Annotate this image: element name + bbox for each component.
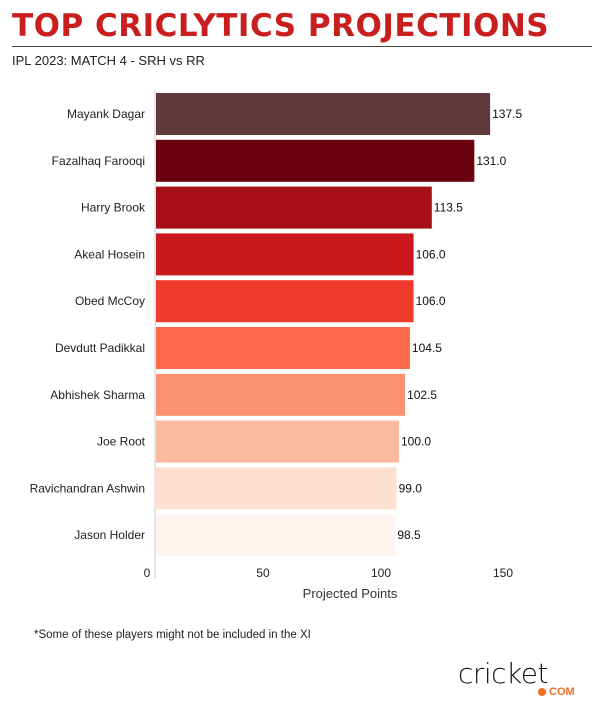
- bar: [156, 373, 406, 416]
- category-label: Akeal Hosein: [74, 247, 145, 261]
- bar: [156, 186, 432, 229]
- bar: [156, 327, 410, 369]
- value-label: 106.0: [416, 294, 446, 308]
- bar: [156, 467, 397, 510]
- category-label: Jason Holder: [74, 528, 145, 542]
- bar: [156, 93, 491, 135]
- bar: [156, 420, 399, 463]
- bar-chart: Mayank Dagar 137.5 Fazalhaq Farooqi 131.0 Ha…: [30, 90, 522, 601]
- value-label: 98.5: [397, 528, 421, 542]
- x-tick-label: 50: [256, 566, 270, 580]
- category-label: Harry Brook: [81, 201, 146, 215]
- value-label: 100.0: [401, 435, 431, 449]
- x-tick-label: 150: [493, 566, 513, 580]
- bar: [156, 514, 396, 557]
- x-tick-label: 0: [144, 566, 151, 580]
- category-label: Abhishek Sharma: [50, 388, 145, 402]
- logo-word: cricket: [458, 657, 549, 690]
- category-label: Fazalhaq Farooqi: [52, 154, 145, 168]
- bar: [156, 233, 414, 276]
- x-tick-label: 100: [371, 566, 391, 580]
- page-title: TOP CRICLYTICS PROJECTIONS: [12, 8, 550, 44]
- category-label: Obed McCoy: [75, 294, 145, 308]
- title-divider: [12, 46, 592, 47]
- category-label: Joe Root: [97, 435, 146, 449]
- value-label: 99.0: [399, 481, 423, 495]
- category-label: Ravichandran Ashwin: [30, 481, 145, 495]
- category-label: Mayank Dagar: [67, 107, 145, 121]
- value-label: 104.5: [412, 341, 442, 355]
- x-axis-title: Projected Points: [303, 586, 398, 601]
- bar: [156, 280, 414, 323]
- logo-com: COM: [538, 686, 575, 698]
- value-label: 102.5: [407, 388, 437, 402]
- bar: [156, 139, 475, 182]
- category-label: Devdutt Padikkal: [55, 341, 145, 355]
- value-label: 113.5: [434, 201, 463, 215]
- value-label: 137.5: [492, 107, 522, 121]
- value-label: 131.0: [476, 154, 506, 168]
- footnote: *Some of these players might not be incl…: [34, 629, 311, 641]
- subtitle: IPL 2023: MATCH 4 - SRH vs RR: [12, 53, 205, 68]
- value-label: 106.0: [416, 247, 446, 261]
- cricket-com-logo: cricket COM: [458, 657, 575, 698]
